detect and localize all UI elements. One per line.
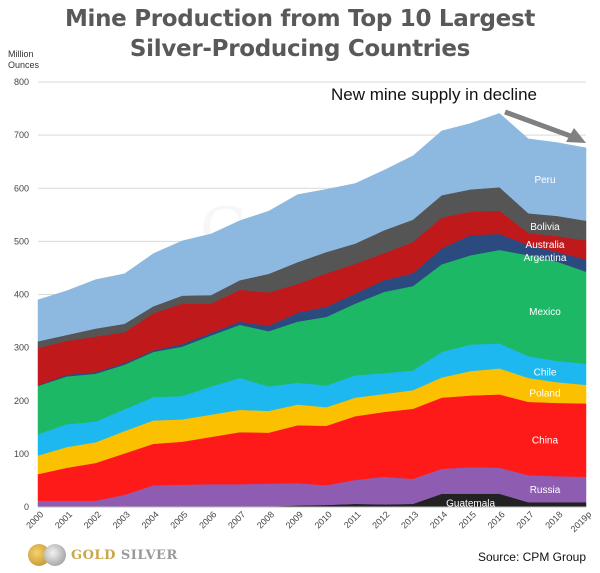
- title-line-1: Mine Production from Top 10 Largest: [64, 6, 536, 32]
- title-line-2: Silver-Producing Countries: [129, 36, 471, 62]
- x-tick-label: 2015: [457, 509, 478, 530]
- y-label-line-1: Million: [8, 49, 34, 59]
- x-tick-label: 2007: [226, 509, 247, 530]
- x-tick-label: 2018: [543, 509, 564, 530]
- area-peru: [37, 113, 587, 342]
- x-tick-label: 2002: [82, 509, 103, 530]
- y-tick-label: 0: [24, 502, 29, 512]
- logo-text: GOLD SILVER: [71, 548, 178, 563]
- x-tick-label: 2012: [370, 509, 391, 530]
- y-tick-label: 300: [14, 343, 29, 353]
- series-label: Russia: [530, 485, 561, 496]
- logo-silver: SILVER: [120, 547, 178, 563]
- arrow-head-icon: [566, 128, 586, 143]
- x-tick-label: 2006: [197, 509, 218, 530]
- series-label: China: [532, 436, 559, 447]
- y-tick-label: 700: [14, 130, 29, 140]
- x-tick-label: 2017: [514, 509, 535, 530]
- logo-gold: GOLD: [71, 547, 116, 563]
- x-tick-label: 2005: [168, 509, 189, 530]
- x-tick-label: 2003: [111, 509, 132, 530]
- x-tick-label: 2016: [486, 509, 507, 530]
- goldsilver-logo: GOLD SILVER: [28, 544, 178, 566]
- y-tick-label: 500: [14, 236, 29, 246]
- x-tick-label: 2010: [313, 509, 334, 530]
- y-label-line-2: Ounces: [8, 60, 40, 70]
- x-tick-label: 2019p: [569, 509, 594, 534]
- series-label: Peru: [534, 175, 555, 186]
- x-tick-label: 2001: [53, 509, 74, 530]
- x-tick-label: 2011: [342, 509, 363, 530]
- x-tick-label: 2014: [428, 509, 449, 530]
- y-axis-label: Million Ounces: [8, 49, 39, 71]
- series-label: Poland: [529, 389, 560, 400]
- x-tick-label: 2008: [255, 509, 276, 530]
- source-note: Source: CPM Group: [477, 550, 586, 564]
- x-tick-label: 2004: [140, 509, 161, 530]
- x-tick-label: 2013: [399, 509, 420, 530]
- series-label: Bolivia: [530, 222, 560, 233]
- x-tick-label: 2000: [24, 509, 45, 530]
- x-tick-label: 2009: [284, 509, 305, 530]
- arrow-icon: [504, 109, 577, 141]
- series-label: Chile: [534, 368, 557, 379]
- y-tick-label: 600: [14, 183, 29, 193]
- annotation-text: New mine supply in decline: [331, 85, 537, 104]
- y-tick-label: 400: [14, 290, 29, 300]
- y-tick-label: 200: [14, 396, 29, 406]
- series-label: Guatemala: [446, 498, 495, 509]
- series-label: Argentina: [524, 253, 567, 264]
- series-label: Australia: [526, 240, 565, 251]
- silver-coin-icon: [44, 544, 66, 566]
- y-tick-label: 100: [14, 449, 29, 459]
- y-tick-label: 800: [14, 77, 29, 87]
- chart-title: Mine Production from Top 10 Largest Silv…: [0, 4, 600, 64]
- series-label: Mexico: [529, 307, 561, 318]
